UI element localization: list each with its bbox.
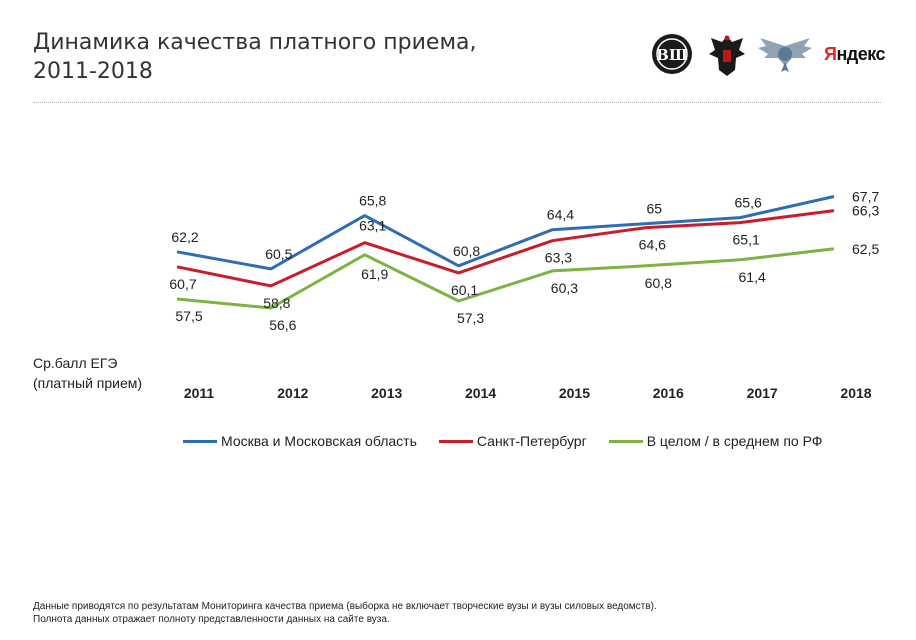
y-axis-label: Ср.балл ЕГЭ (платный прием) — [33, 353, 142, 393]
x-tick-label-2013: 2013 — [371, 385, 402, 401]
data-label-russia-2017: 61,4 — [739, 269, 766, 285]
line-chart: 62,2 60,5 65,8 60,8 64,4 65 65,6 67,7 60,7 58,8 63… — [169, 189, 879, 402]
data-label-russia-2018: 62,5 — [852, 241, 879, 257]
data-label-moscow-2017: 65,6 — [735, 195, 762, 211]
data-label-moscow-2013: 65,8 — [359, 193, 386, 209]
data-label-spb-2017: 65,1 — [733, 232, 760, 248]
legend-item-russia: В целом / в среднем по РФ — [608, 433, 823, 449]
chart-legend: Москва и Московская область Санкт-Петерб… — [183, 433, 844, 449]
partner-logos: ВШ Яндекс — [650, 32, 890, 78]
title-line-2: 2011-2018 — [33, 59, 153, 84]
legend-item-spb: Санкт-Петербург — [438, 433, 587, 449]
data-label-russia-2011: 57,5 — [175, 308, 202, 324]
data-label-russia-2014: 57,3 — [457, 310, 484, 326]
data-label-moscow-2011: 62,2 — [171, 229, 198, 245]
hse-emblem-icon: ВШ — [652, 34, 692, 74]
data-label-russia-2016: 60,8 — [645, 275, 672, 291]
legend-swatch-moscow — [183, 439, 217, 443]
x-tick-label-2012: 2012 — [277, 385, 308, 401]
yandex-logo-rest: ндекс — [836, 44, 886, 64]
winged-emblem-icon — [758, 38, 812, 72]
data-label-spb-2014: 60,1 — [451, 282, 478, 298]
data-label-russia-2013: 61,9 — [361, 266, 388, 282]
data-label-spb-2016: 64,6 — [639, 237, 666, 253]
legend-label-moscow: Москва и Московская область — [221, 433, 417, 449]
data-label-spb-2011: 60,7 — [169, 276, 196, 292]
data-label-moscow-2015: 64,4 — [547, 207, 574, 223]
svg-text:ВШ: ВШ — [656, 46, 688, 64]
data-label-moscow-2018: 67,7 — [852, 189, 879, 205]
x-tick-label-2011: 2011 — [184, 385, 215, 401]
legend-swatch-spb — [438, 439, 473, 443]
legend-label-russia: В целом / в среднем по РФ — [646, 433, 823, 449]
double-headed-eagle-icon — [709, 35, 745, 76]
yandex-logo-first-letter: Я — [824, 44, 837, 64]
data-label-spb-2015: 63,3 — [545, 250, 572, 266]
yandex-logo: Яндекс — [824, 44, 886, 65]
x-tick-label-2018: 2018 — [840, 385, 871, 401]
chart-title: Динамика качества платного приема, 2011-… — [33, 28, 553, 86]
data-label-spb-2012: 58,8 — [263, 295, 290, 311]
data-label-moscow-2012: 60,5 — [265, 246, 292, 262]
data-label-moscow-2014: 60,8 — [453, 243, 480, 259]
data-label-russia-2015: 60,3 — [551, 280, 578, 296]
data-label-moscow-2016: 65 — [646, 201, 662, 217]
title-divider — [33, 102, 881, 103]
series-line-russia — [176, 247, 835, 310]
legend-label-spb: Санкт-Петербург — [476, 433, 587, 449]
y-axis-label-line-2: (платный прием) — [33, 375, 143, 391]
x-tick-label-2014: 2014 — [465, 385, 496, 401]
data-label-spb-2018: 66,3 — [852, 203, 879, 219]
data-label-spb-2013: 63,1 — [359, 218, 386, 234]
x-tick-label-2015: 2015 — [559, 385, 590, 401]
footnote-line-1: Данные приводятся по результатам Монитор… — [33, 601, 657, 612]
footnote: Данные приводятся по результатам Монитор… — [33, 600, 657, 626]
footnote-line-2: Полнота данных отражает полноту представ… — [33, 614, 390, 625]
x-tick-label-2017: 2017 — [747, 385, 778, 401]
series-line-moscow — [176, 195, 835, 271]
legend-item-moscow: Москва и Московская область — [183, 433, 417, 449]
series-line-spb — [176, 209, 835, 288]
y-axis-label-line-1: Ср.балл ЕГЭ — [33, 355, 118, 371]
legend-swatch-russia — [608, 439, 643, 443]
title-line-1: Динамика качества платного приема, — [33, 30, 477, 55]
x-tick-label-2016: 2016 — [653, 385, 684, 401]
data-label-russia-2012: 56,6 — [269, 317, 296, 333]
